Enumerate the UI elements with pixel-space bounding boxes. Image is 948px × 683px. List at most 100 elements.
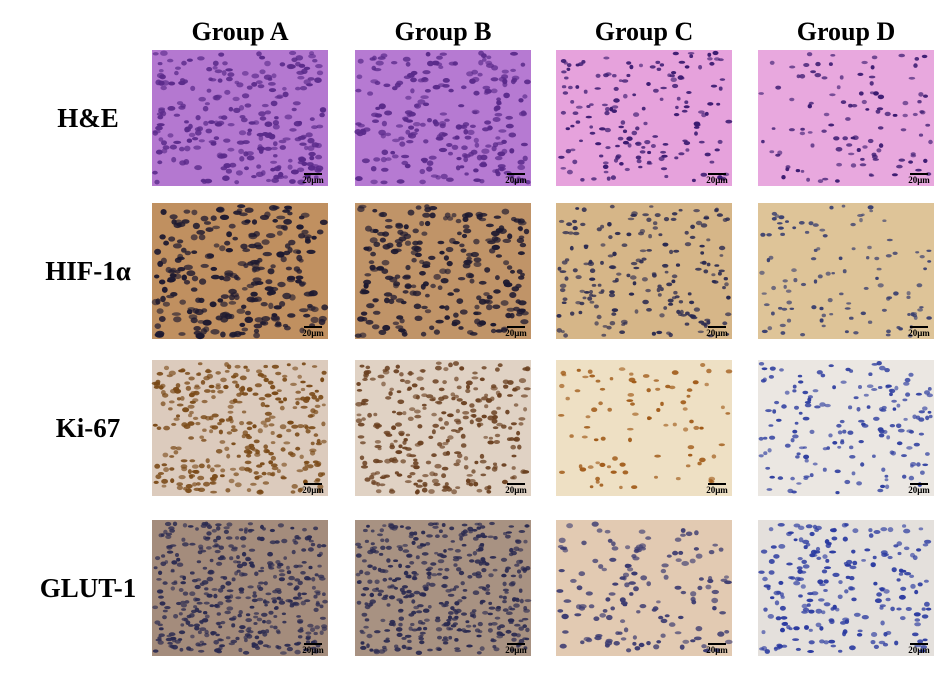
- cell-nucleus: [475, 417, 483, 423]
- cell-nucleus: [461, 145, 468, 150]
- cell-nucleus: [718, 245, 726, 251]
- cell-nucleus: [256, 369, 263, 374]
- cell-nucleus: [472, 624, 477, 628]
- cell-nucleus: [399, 525, 404, 528]
- cell-nucleus: [492, 426, 499, 430]
- cell-nucleus: [518, 226, 523, 232]
- cell-nucleus: [461, 233, 468, 239]
- cell-nucleus: [711, 454, 717, 459]
- cell-nucleus: [714, 148, 720, 152]
- cell-nucleus: [603, 170, 609, 174]
- cell-nucleus: [385, 157, 392, 161]
- cell-nucleus: [561, 330, 565, 334]
- cell-nucleus: [777, 226, 784, 230]
- cell-nucleus: [885, 384, 890, 389]
- cell-nucleus: [501, 479, 508, 485]
- cell-nucleus: [495, 228, 504, 233]
- cell-nucleus: [253, 328, 260, 334]
- cell-nucleus: [424, 220, 431, 227]
- cell-nucleus: [363, 127, 371, 132]
- cell-nucleus: [197, 550, 203, 555]
- cell-nucleus: [861, 424, 869, 428]
- cell-nucleus: [267, 380, 274, 385]
- cell-nucleus: [311, 577, 316, 582]
- cell-nucleus: [156, 589, 164, 594]
- cell-nucleus: [254, 317, 264, 323]
- cell-nucleus: [659, 63, 665, 67]
- cell-nucleus: [800, 584, 806, 589]
- cell-nucleus: [387, 585, 392, 589]
- cell-nucleus: [215, 535, 222, 541]
- cell-nucleus: [819, 402, 826, 407]
- cell-nucleus: [619, 162, 624, 166]
- cell-nucleus: [510, 269, 515, 274]
- cell-nucleus: [158, 80, 165, 86]
- cell-nucleus: [237, 261, 247, 267]
- cell-nucleus: [519, 177, 525, 183]
- cell-nucleus: [714, 207, 720, 212]
- cell-nucleus: [273, 154, 278, 158]
- cell-nucleus: [456, 398, 463, 402]
- cell-nucleus: [425, 51, 431, 57]
- cell-nucleus: [246, 426, 253, 431]
- cell-nucleus: [307, 464, 314, 469]
- cell-nucleus: [718, 86, 723, 91]
- cell-nucleus: [717, 139, 723, 144]
- cell-nucleus: [505, 123, 514, 129]
- cell-nucleus: [254, 281, 264, 285]
- cell-nucleus: [488, 601, 493, 606]
- cell-nucleus: [640, 575, 648, 581]
- cell-nucleus: [197, 126, 203, 132]
- cell-nucleus: [179, 299, 186, 305]
- cell-nucleus: [158, 627, 164, 631]
- cell-nucleus: [587, 261, 595, 267]
- cell-nucleus: [414, 252, 422, 258]
- cell-nucleus: [435, 646, 442, 651]
- cell-nucleus: [442, 441, 449, 446]
- cell-nucleus: [358, 204, 367, 209]
- cell-nucleus: [886, 435, 891, 440]
- cell-nucleus: [761, 139, 765, 144]
- cell-nucleus: [448, 635, 453, 640]
- cell-nucleus: [197, 362, 203, 366]
- cell-nucleus: [560, 110, 567, 115]
- cell-nucleus: [473, 90, 480, 96]
- cell-nucleus: [400, 459, 407, 464]
- cell-nucleus: [212, 225, 221, 230]
- cell-nucleus: [411, 610, 417, 615]
- cell-nucleus: [390, 294, 398, 300]
- cell-nucleus: [268, 88, 277, 93]
- cell-nucleus: [905, 607, 912, 611]
- cell-nucleus: [180, 600, 186, 604]
- cell-nucleus: [926, 393, 933, 398]
- cell-nucleus: [398, 444, 403, 449]
- cell-nucleus: [258, 489, 263, 494]
- cell-nucleus: [844, 307, 851, 310]
- cell-nucleus: [823, 112, 830, 117]
- cell-nucleus: [608, 235, 613, 240]
- cell-nucleus: [472, 110, 478, 115]
- cell-nucleus: [379, 483, 386, 487]
- cell-nucleus: [299, 454, 304, 459]
- cell-nucleus: [656, 600, 661, 604]
- cell-nucleus: [178, 612, 183, 616]
- cell-nucleus: [238, 572, 245, 577]
- cell-nucleus: [451, 321, 458, 327]
- cell-nucleus: [480, 473, 487, 477]
- cell-nucleus: [436, 572, 442, 576]
- cell-nucleus: [690, 224, 695, 229]
- cell-nucleus: [292, 406, 298, 410]
- cell-nucleus: [580, 178, 585, 182]
- cell-nucleus: [889, 424, 896, 428]
- cell-nucleus: [364, 618, 370, 622]
- cell-nucleus: [377, 589, 384, 593]
- cell-nucleus: [629, 592, 634, 596]
- cell-nucleus: [485, 591, 491, 595]
- cell-nucleus: [273, 625, 278, 630]
- cell-nucleus: [627, 427, 634, 431]
- cell-nucleus: [379, 237, 386, 243]
- cell-nucleus: [429, 582, 436, 587]
- cell-nucleus: [407, 209, 415, 216]
- cell-nucleus: [560, 167, 567, 170]
- cell-nucleus: [763, 303, 770, 307]
